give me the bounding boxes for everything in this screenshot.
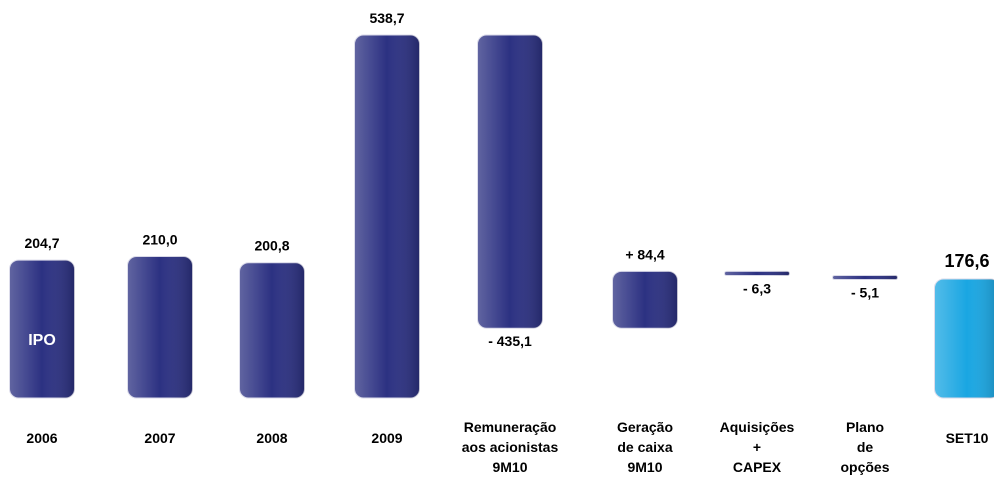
x-tick-label: 2007	[144, 430, 175, 446]
bar-shine	[724, 271, 790, 276]
x-tick-label: Remuneração aos acionistas 9M10	[462, 419, 559, 475]
x-tick-label-line: 2009	[371, 430, 402, 446]
x-tick-label-line: CAPEX	[733, 459, 782, 475]
bar-shine	[832, 275, 898, 280]
annotation: IPO	[28, 332, 56, 349]
value-label: + 84,4	[625, 246, 665, 262]
x-tick-label-line: Aquisições	[720, 419, 795, 435]
bar-shine	[239, 262, 305, 398]
x-tick-label: Aquisições + CAPEX	[720, 419, 795, 475]
value-label: 176,6	[944, 251, 989, 271]
x-tick-label-line: SET10	[946, 430, 989, 446]
value-label: - 6,3	[743, 281, 771, 297]
x-tick-label-line: opções	[840, 459, 889, 475]
value-label: 538,7	[369, 10, 404, 26]
x-tick-label-line: +	[753, 439, 761, 455]
x-tick-label: 2008	[256, 430, 287, 446]
value-label: 200,8	[254, 238, 289, 254]
x-tick-label: 2006	[26, 430, 57, 446]
value-label: 210,0	[142, 231, 177, 247]
x-tick-label: Geração de caixa 9M10	[617, 419, 673, 475]
x-tick-label-line: 9M10	[492, 459, 527, 475]
x-tick-label-line: 9M10	[627, 459, 662, 475]
x-tick-label-line: Plano	[846, 419, 884, 435]
x-tick-label-line: aos acionistas	[462, 439, 559, 455]
value-label: - 5,1	[851, 285, 879, 301]
x-tick-label-line: de caixa	[617, 439, 672, 455]
x-tick-label: 2009	[371, 430, 402, 446]
bar-shine	[934, 279, 994, 398]
x-tick-label-line: 2007	[144, 430, 175, 446]
bar-shine	[477, 35, 543, 329]
value-label: - 435,1	[488, 333, 532, 349]
x-tick-label-line: Remuneração	[464, 419, 557, 435]
value-label: 204,7	[24, 235, 59, 251]
bar-shine	[9, 260, 75, 398]
bar-shine	[612, 271, 678, 329]
x-tick-label: SET10	[946, 430, 989, 446]
bar-shine	[127, 256, 193, 398]
x-tick-label-line: 2006	[26, 430, 57, 446]
x-tick-label-line: de	[857, 439, 874, 455]
x-tick-label-line: Geração	[617, 419, 673, 435]
bar-shine	[354, 35, 420, 398]
x-tick-label-line: 2008	[256, 430, 287, 446]
x-tick-label: Plano de opções	[840, 419, 889, 475]
